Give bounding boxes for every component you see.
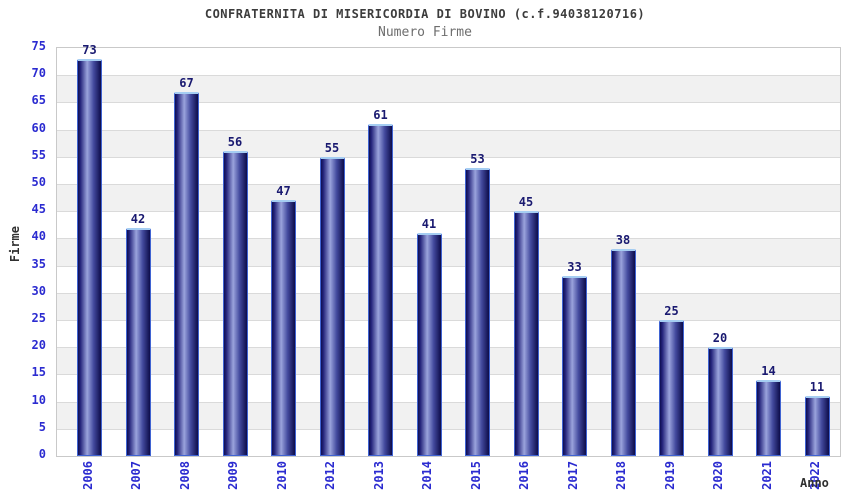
y-tick-label: 10	[31, 392, 46, 407]
bar	[368, 124, 393, 456]
y-axis-label: Firme	[8, 226, 22, 263]
y-tick-label: 15	[31, 365, 46, 380]
gridline	[57, 102, 840, 104]
bar	[319, 156, 345, 456]
y-tick-label: 55	[31, 147, 46, 162]
x-tick-label: 2021	[759, 461, 774, 490]
y-tick-label: 5	[38, 419, 46, 434]
gridline	[57, 184, 840, 185]
bar	[465, 167, 490, 456]
bar-value-label: 47	[276, 184, 291, 199]
bar-value-label: 38	[615, 233, 631, 248]
y-tick-label: 65	[31, 93, 46, 108]
bar-value-label: 67	[179, 75, 194, 90]
y-tick-label: 60	[31, 120, 46, 135]
gridline	[57, 428, 840, 430]
bar-value-label: 56	[227, 135, 243, 150]
bar	[77, 58, 102, 456]
x-tick-label: 2019	[662, 461, 677, 490]
bar-value-label: 11	[809, 380, 825, 395]
bar	[174, 91, 199, 456]
bar	[416, 232, 442, 456]
gridline	[57, 292, 840, 294]
bar-value-label: 73	[82, 42, 97, 57]
y-tick-label: 0	[38, 447, 46, 461]
y-tick-label: 20	[31, 338, 46, 353]
bar-value-label: 55	[324, 140, 340, 155]
gridline	[57, 129, 840, 131]
x-tick-label: 2018	[614, 461, 628, 490]
y-tick-label: 70	[31, 66, 46, 81]
bar	[756, 379, 781, 456]
gridline	[57, 211, 840, 213]
y-tick-label: 35	[31, 256, 46, 271]
gridline	[57, 238, 840, 240]
x-tick-label: 2014	[420, 461, 434, 490]
x-tick-label: 2010	[274, 461, 289, 490]
x-tick-label: 2013	[371, 461, 386, 490]
x-tick-label: 2009	[226, 461, 240, 490]
x-tick-label: 2017	[565, 461, 580, 490]
bar	[222, 151, 248, 456]
bar	[707, 347, 733, 456]
bar	[804, 396, 830, 456]
bar-value-label: 14	[761, 363, 776, 378]
gridline	[57, 320, 840, 321]
bar	[659, 320, 684, 456]
bar-value-label: 41	[421, 216, 437, 231]
chart-subtitle: Numero Firme	[378, 25, 472, 40]
bar-value-label: 20	[712, 331, 728, 346]
x-tick-label: 2006	[80, 461, 95, 490]
bar	[125, 227, 151, 456]
bar	[513, 211, 539, 456]
x-tick-label: 2008	[177, 461, 192, 490]
x-tick-label: 2015	[468, 461, 483, 490]
y-tick-label: 45	[31, 202, 46, 217]
x-tick-label: 2012	[323, 461, 337, 490]
bar-value-label: 42	[130, 211, 146, 226]
gridline	[57, 347, 840, 349]
y-tick-label: 30	[31, 283, 46, 298]
gridline	[57, 401, 840, 403]
gridline	[57, 75, 840, 77]
x-tick-label: 2007	[129, 461, 143, 490]
y-tick-label: 75	[31, 39, 46, 53]
bar-value-label: 53	[470, 151, 485, 166]
y-tick-label: 40	[31, 229, 46, 244]
y-tick-label: 25	[31, 311, 46, 325]
chart-title: CONFRATERNITA DI MISERICORDIA DI BOVINO …	[204, 7, 646, 21]
plot-area: 73 42 67 56 47 55 61 41 53 45 33 38 25 20 14 11	[56, 43, 841, 457]
bar-value-label: 33	[567, 260, 582, 275]
bar-value-label: 45	[518, 195, 534, 210]
gridline	[57, 265, 840, 267]
x-tick-label: 2016	[517, 461, 531, 490]
bar	[610, 249, 636, 456]
x-axis-label: Anno	[800, 476, 829, 490]
gridline	[57, 156, 840, 158]
bar	[562, 276, 587, 456]
x-tick-label: 2020	[711, 461, 725, 490]
y-tick-label: 50	[31, 175, 46, 189]
bar-value-label: 61	[373, 108, 388, 123]
bar	[271, 200, 296, 456]
gridline	[57, 374, 840, 376]
bar-value-label: 25	[664, 304, 679, 318]
